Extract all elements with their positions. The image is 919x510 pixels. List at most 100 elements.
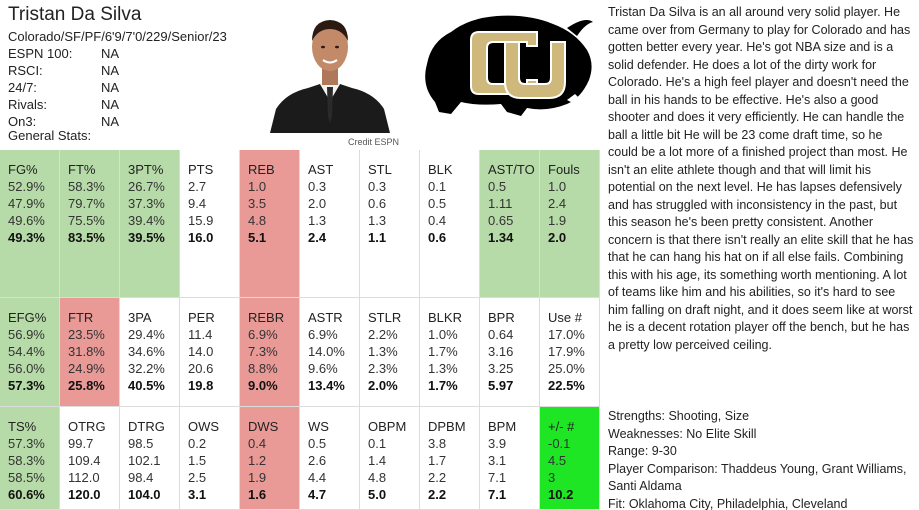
stat-value-current: 5.0 — [368, 487, 387, 502]
stat-value-current: 120.0 — [68, 487, 101, 502]
stat-label: ASTR — [308, 310, 343, 325]
stat-cell-stlr: STLR 2.2% 1.3% 2.3% 2.0% — [360, 298, 420, 407]
stat-value: 0.5 — [308, 436, 327, 451]
stat-value-current: 10.2 — [548, 487, 574, 502]
stat-value: 56.9% — [8, 327, 45, 342]
scouting-report-text: Tristan Da Silva is an all around very s… — [608, 5, 914, 352]
ranking-label: RSCI: — [8, 63, 43, 78]
stat-cell-per: PER 11.4 14.0 20.6 19.8 — [180, 298, 240, 407]
stat-value: 0.3 — [368, 179, 387, 194]
stat-value: 8.8% — [248, 361, 278, 376]
stat-value: 0.65 — [488, 213, 514, 228]
stat-label: 3PT% — [128, 162, 164, 177]
stat-value-current: 2.2 — [428, 487, 447, 502]
stat-value: 112.0 — [68, 470, 100, 485]
stat-label: STLR — [368, 310, 402, 325]
photo-credit: Credit ESPN — [348, 137, 400, 147]
ranking-label: On3: — [8, 114, 37, 129]
stat-value-current: 2.4 — [308, 230, 327, 245]
stat-value: 4.8 — [248, 213, 267, 228]
stat-value: 0.1 — [428, 179, 447, 194]
stat-value: 75.5% — [68, 213, 105, 228]
stat-label: OTRG — [68, 419, 106, 434]
stat-value: 0.64 — [488, 327, 514, 342]
stat-cell-blk: BLK 0.1 0.5 0.4 0.6 — [420, 150, 480, 298]
stat-value: 0.4 — [428, 213, 447, 228]
stat-value: 2.2% — [368, 327, 398, 342]
stat-value: 54.4% — [8, 344, 45, 359]
stat-cell-ows: OWS 0.2 1.5 2.5 3.1 — [180, 407, 240, 510]
stat-value-current: 4.7 — [308, 487, 327, 502]
stat-value-current: 1.34 — [488, 230, 514, 245]
stat-cell-stl: STL 0.3 0.6 1.3 1.1 — [360, 150, 420, 298]
stat-value: 99.7 — [68, 436, 94, 451]
ranking-label: ESPN 100: — [8, 46, 73, 61]
stat-value: 17.0% — [548, 327, 585, 342]
stat-label: PTS — [188, 162, 214, 177]
stat-label: DWS — [248, 419, 279, 434]
general-stats-label: General Stats: — [8, 128, 92, 143]
stat-value: 26.7% — [128, 179, 165, 194]
ranking-value: NA — [101, 46, 120, 61]
stat-value: 58.5% — [8, 470, 45, 485]
stat-value-current: 25.8% — [68, 378, 105, 393]
stat-value: 29.4% — [128, 327, 165, 342]
stat-value-current: 5.1 — [248, 230, 267, 245]
stat-value-current: 19.8 — [188, 378, 214, 393]
comparison-line: Player Comparison: Thaddeus Young, Grant… — [608, 461, 907, 494]
stat-label: DPBM — [428, 419, 466, 434]
stat-value: 24.9% — [68, 361, 105, 376]
stat-label: BLKR — [428, 310, 462, 325]
stat-label: TS% — [8, 419, 37, 434]
stat-value-current: 57.3% — [8, 378, 45, 393]
stat-label: BPR — [488, 310, 515, 325]
stat-value-current: 60.6% — [8, 487, 45, 502]
player-header: Tristan Da Silva Colorado/SF/PF/6'9/7'0/… — [0, 0, 600, 150]
stat-cell-3pa: 3PA 29.4% 34.6% 32.2% 40.5% — [120, 298, 180, 407]
stat-cell-dpbm: DPBM 3.8 1.7 2.2 2.2 — [420, 407, 480, 510]
stat-cell-use: Use # 17.0% 17.9% 25.0% 22.5% — [540, 298, 600, 407]
stat-value: 0.6 — [368, 196, 387, 211]
stat-value: 2.5 — [188, 470, 207, 485]
stat-cell-bpm: BPM 3.9 3.1 7.1 7.1 — [480, 407, 540, 510]
stat-value: 1.0% — [428, 327, 458, 342]
stat-value: 47.9% — [8, 196, 45, 211]
stat-value: 9.4 — [188, 196, 207, 211]
stat-value: 56.0% — [8, 361, 45, 376]
stat-value: 58.3% — [8, 453, 45, 468]
stat-value: 79.7% — [68, 196, 105, 211]
stat-value: 39.4% — [128, 213, 165, 228]
stat-value-current: 1.7% — [428, 378, 458, 393]
stat-value: 7.3% — [248, 344, 278, 359]
stat-value: 2.0 — [308, 196, 327, 211]
player-name: Tristan Da Silva — [8, 4, 142, 25]
player-meta: Colorado/SF/PF/6'9/7'0/229/Senior/23 — [8, 29, 227, 44]
stat-cell-ws: WS 0.5 2.6 4.4 4.7 — [300, 407, 360, 510]
stat-value: 0.5 — [428, 196, 447, 211]
stat-value: 9.6% — [308, 361, 338, 376]
stat-value: 0.5 — [488, 179, 507, 194]
stat-value-current: 1.6 — [248, 487, 267, 502]
stat-value: 102.1 — [128, 453, 161, 468]
stat-cell-blkr: BLKR 1.0% 1.7% 1.3% 1.7% — [420, 298, 480, 407]
stat-label: STL — [368, 162, 392, 177]
stat-value: 52.9% — [8, 179, 45, 194]
ranking-value: NA — [101, 63, 120, 78]
ranking-value: NA — [101, 114, 120, 129]
stat-value-current: 2.0 — [548, 230, 567, 245]
stat-value: 17.9% — [548, 344, 585, 359]
stat-value-current: 2.0% — [368, 378, 398, 393]
stat-value: 98.5 — [128, 436, 154, 451]
stat-value-current: 83.5% — [68, 230, 105, 245]
stat-label: OBPM — [368, 419, 407, 434]
ranking-label: Rivals: — [8, 97, 48, 112]
stat-value: 1.3% — [428, 361, 458, 376]
stat-value: 23.5% — [68, 327, 105, 342]
stat-value: 25.0% — [548, 361, 585, 376]
stat-value: 3 — [548, 470, 556, 485]
stat-value: 2.7 — [188, 179, 207, 194]
stat-cell-pts: PTS 2.7 9.4 15.9 16.0 — [180, 150, 240, 298]
stat-label: FG% — [8, 162, 38, 177]
stat-value: 0.2 — [188, 436, 207, 451]
stat-value: -0.1 — [548, 436, 571, 451]
